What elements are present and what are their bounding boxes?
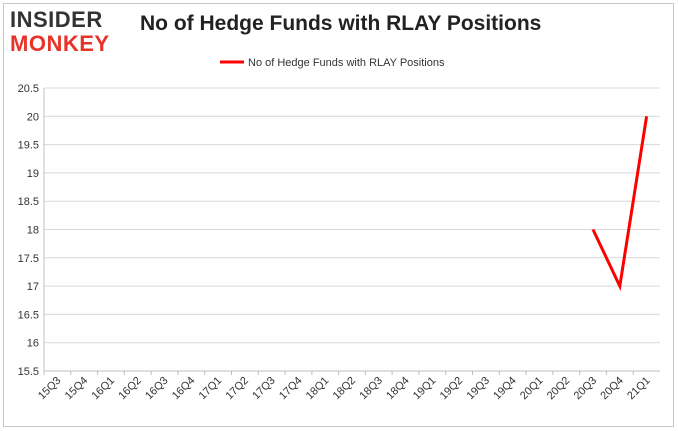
y-axis: 15.5 16 16.5 17 17.5 18 18.5 19 19.5 20 20.5 — [18, 83, 45, 378]
x-tick-label: 20Q4 — [598, 375, 626, 403]
logo-line-1: INSIDER — [10, 7, 103, 32]
x-tick-label: 20Q2 — [545, 375, 573, 403]
x-tick-label: 20Q3 — [572, 375, 600, 403]
x-tick-label: 15Q3 — [36, 375, 64, 403]
x-tick-label: 18Q4 — [384, 375, 412, 403]
y-tick-label: 18 — [27, 225, 39, 237]
x-tick-label: 16Q2 — [116, 375, 144, 403]
x-tick-label: 16Q1 — [90, 375, 118, 403]
x-tick-label: 17Q1 — [197, 375, 225, 403]
y-tick-label: 19 — [27, 168, 39, 180]
x-tick-label: 19Q1 — [411, 375, 439, 403]
insider-monkey-logo: INSIDER MONKEY — [10, 7, 110, 56]
grid-lines — [44, 87, 660, 372]
chart-frame — [3, 3, 674, 427]
y-tick-label: 16.5 — [18, 309, 39, 321]
x-tick-label: 17Q3 — [250, 375, 278, 403]
series-line — [591, 116, 649, 292]
x-tick-label: 17Q4 — [277, 375, 305, 403]
x-tick-label: 18Q3 — [357, 375, 385, 403]
chart-title: No of Hedge Funds with RLAY Positions — [140, 12, 542, 35]
x-tick-label: 15Q4 — [63, 375, 91, 403]
logo-line-2: MONKEY — [10, 31, 110, 56]
legend-label: No of Hedge Funds with RLAY Positions — [248, 57, 445, 69]
x-tick-label: 18Q2 — [331, 375, 359, 403]
legend: No of Hedge Funds with RLAY Positions — [220, 57, 445, 69]
x-tick-label: 17Q2 — [223, 375, 251, 403]
x-tick-label: 16Q4 — [170, 375, 198, 403]
y-tick-label: 17 — [27, 281, 39, 293]
y-tick-label: 15.5 — [18, 366, 39, 378]
x-tick-label: 19Q4 — [491, 375, 519, 403]
y-tick-label: 20.5 — [18, 83, 39, 95]
plot-area — [591, 116, 649, 292]
x-tick-label: 19Q3 — [465, 375, 493, 403]
x-axis: 15Q3 15Q4 16Q1 16Q2 16Q3 16Q4 17Q1 17Q2 17Q3 17Q4… — [36, 370, 660, 403]
y-tick-label: 18.5 — [18, 196, 39, 208]
x-tick-label: 18Q1 — [304, 375, 332, 403]
y-tick-label: 17.5 — [18, 253, 39, 265]
y-tick-label: 16 — [27, 338, 39, 350]
x-tick-label: 20Q1 — [518, 375, 546, 403]
y-tick-label: 20 — [27, 111, 39, 123]
x-tick-label: 21Q1 — [625, 375, 653, 403]
x-tick-label: 16Q3 — [143, 375, 171, 403]
x-tick-label: 19Q2 — [438, 375, 466, 403]
y-tick-label: 19.5 — [18, 140, 39, 152]
